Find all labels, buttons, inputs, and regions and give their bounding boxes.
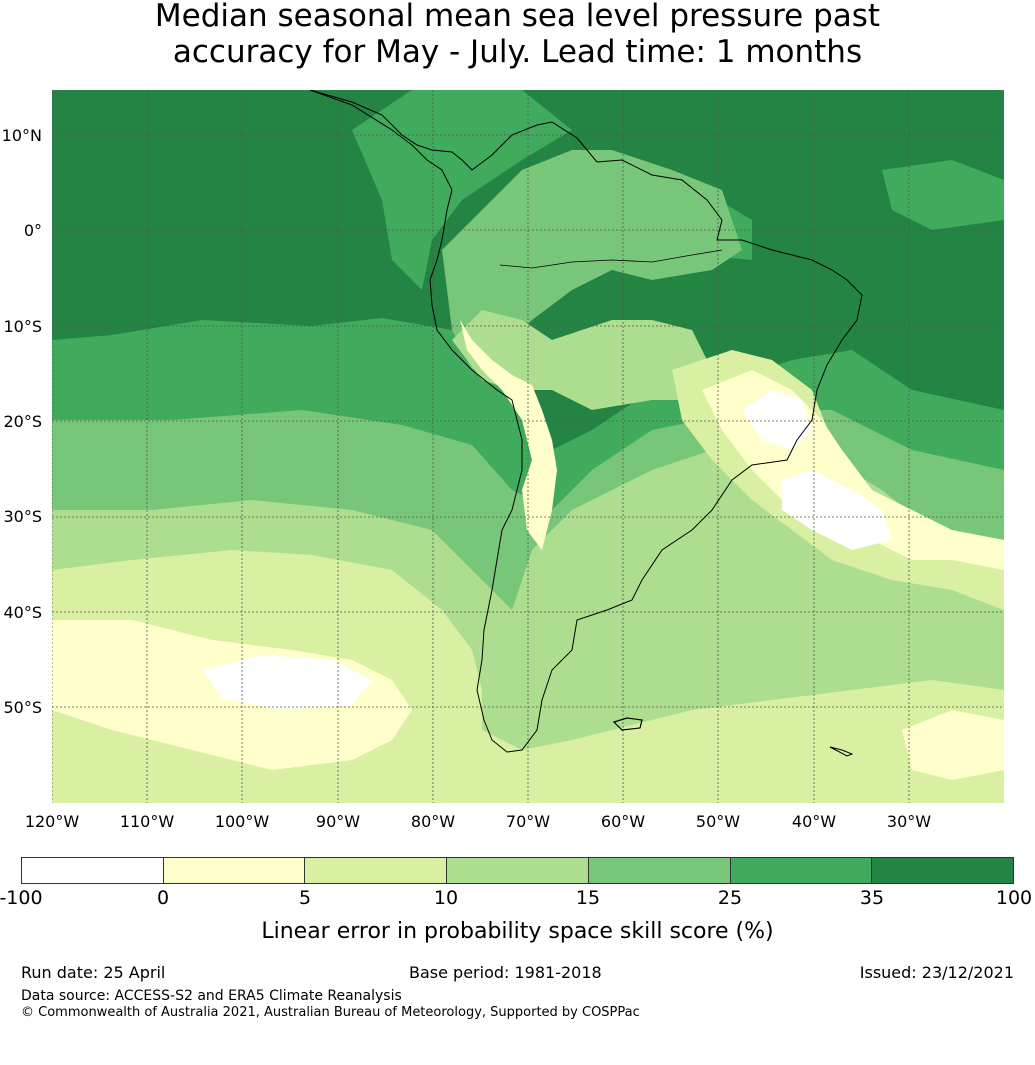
- colorbar-segment-15-25: [588, 858, 731, 883]
- lon-label-40w: 40°W: [791, 812, 837, 831]
- lon-label-70w: 70°W: [505, 812, 551, 831]
- lon-label-60w: 60°W: [600, 812, 646, 831]
- colorbar-tick: 100: [995, 887, 1033, 909]
- lat-label-20s: 20°S: [3, 412, 42, 431]
- map-title-line-1: Median seasonal mean sea level pressure …: [154, 0, 881, 34]
- south-georgia: [829, 746, 854, 757]
- colorbar-label: Linear error in probability space skill …: [261, 919, 774, 944]
- andes-strip: [460, 320, 557, 550]
- colorbar-tick: 15: [575, 887, 601, 909]
- colorbar-segment-0-5: [163, 858, 306, 883]
- colorbar: [21, 857, 1014, 884]
- lat-label-10s: 10°S: [3, 317, 42, 336]
- south-america-coastline: [309, 90, 863, 753]
- lon-label-30w: 30°W: [886, 812, 932, 831]
- data-source: Data source: ACCESS-S2 and ERA5 Climate …: [21, 988, 402, 1004]
- run-date: Run date: 25 April: [21, 963, 166, 982]
- amazon-river: [499, 249, 723, 269]
- map-title-line-2: accuracy for May - July. Lead time: 1 mo…: [172, 34, 863, 70]
- lat-label-40s: 40°S: [3, 603, 42, 622]
- issued-date: Issued: 23/12/2021: [859, 963, 1014, 982]
- lon-label-110w: 110°W: [119, 812, 175, 831]
- lon-label-120w: 120°W: [24, 812, 80, 831]
- graticule: [52, 90, 1004, 803]
- lon-label-80w: 80°W: [410, 812, 456, 831]
- colorbar-tick: -100: [0, 887, 43, 909]
- colorbar-segment-10-15: [447, 858, 589, 883]
- colorbar-tick: 25: [717, 887, 743, 909]
- lat-label-50s: 50°S: [3, 698, 42, 717]
- lon-label-50w: 50°W: [695, 812, 741, 831]
- copyright-notice: © Commonwealth of Australia 2021, Austra…: [21, 1005, 640, 1020]
- colorbar-segment-25-35: [730, 858, 873, 883]
- lat-label-equator: 0°: [23, 221, 42, 240]
- lon-label-90w: 90°W: [315, 812, 361, 831]
- base-period: Base period: 1981-2018: [409, 963, 602, 982]
- skill-score-map: [52, 90, 1004, 803]
- colorbar-segment-below-0: [22, 858, 164, 883]
- colorbar-tick: 10: [433, 887, 459, 909]
- map-canvas: [52, 90, 1004, 803]
- lat-label-30s: 30°S: [3, 507, 42, 526]
- colorbar-segment-5-10: [305, 858, 448, 883]
- colorbar-tick: 35: [859, 887, 885, 909]
- lon-label-100w: 100°W: [214, 812, 270, 831]
- falkland-islands: [612, 717, 643, 731]
- lat-label-10n: 10°N: [1, 126, 42, 145]
- colorbar-tick: 0: [156, 887, 170, 909]
- colorbar-segment-35-100: [872, 858, 1014, 883]
- field-below-0: [202, 390, 892, 710]
- colorbar-tick: 5: [298, 887, 312, 909]
